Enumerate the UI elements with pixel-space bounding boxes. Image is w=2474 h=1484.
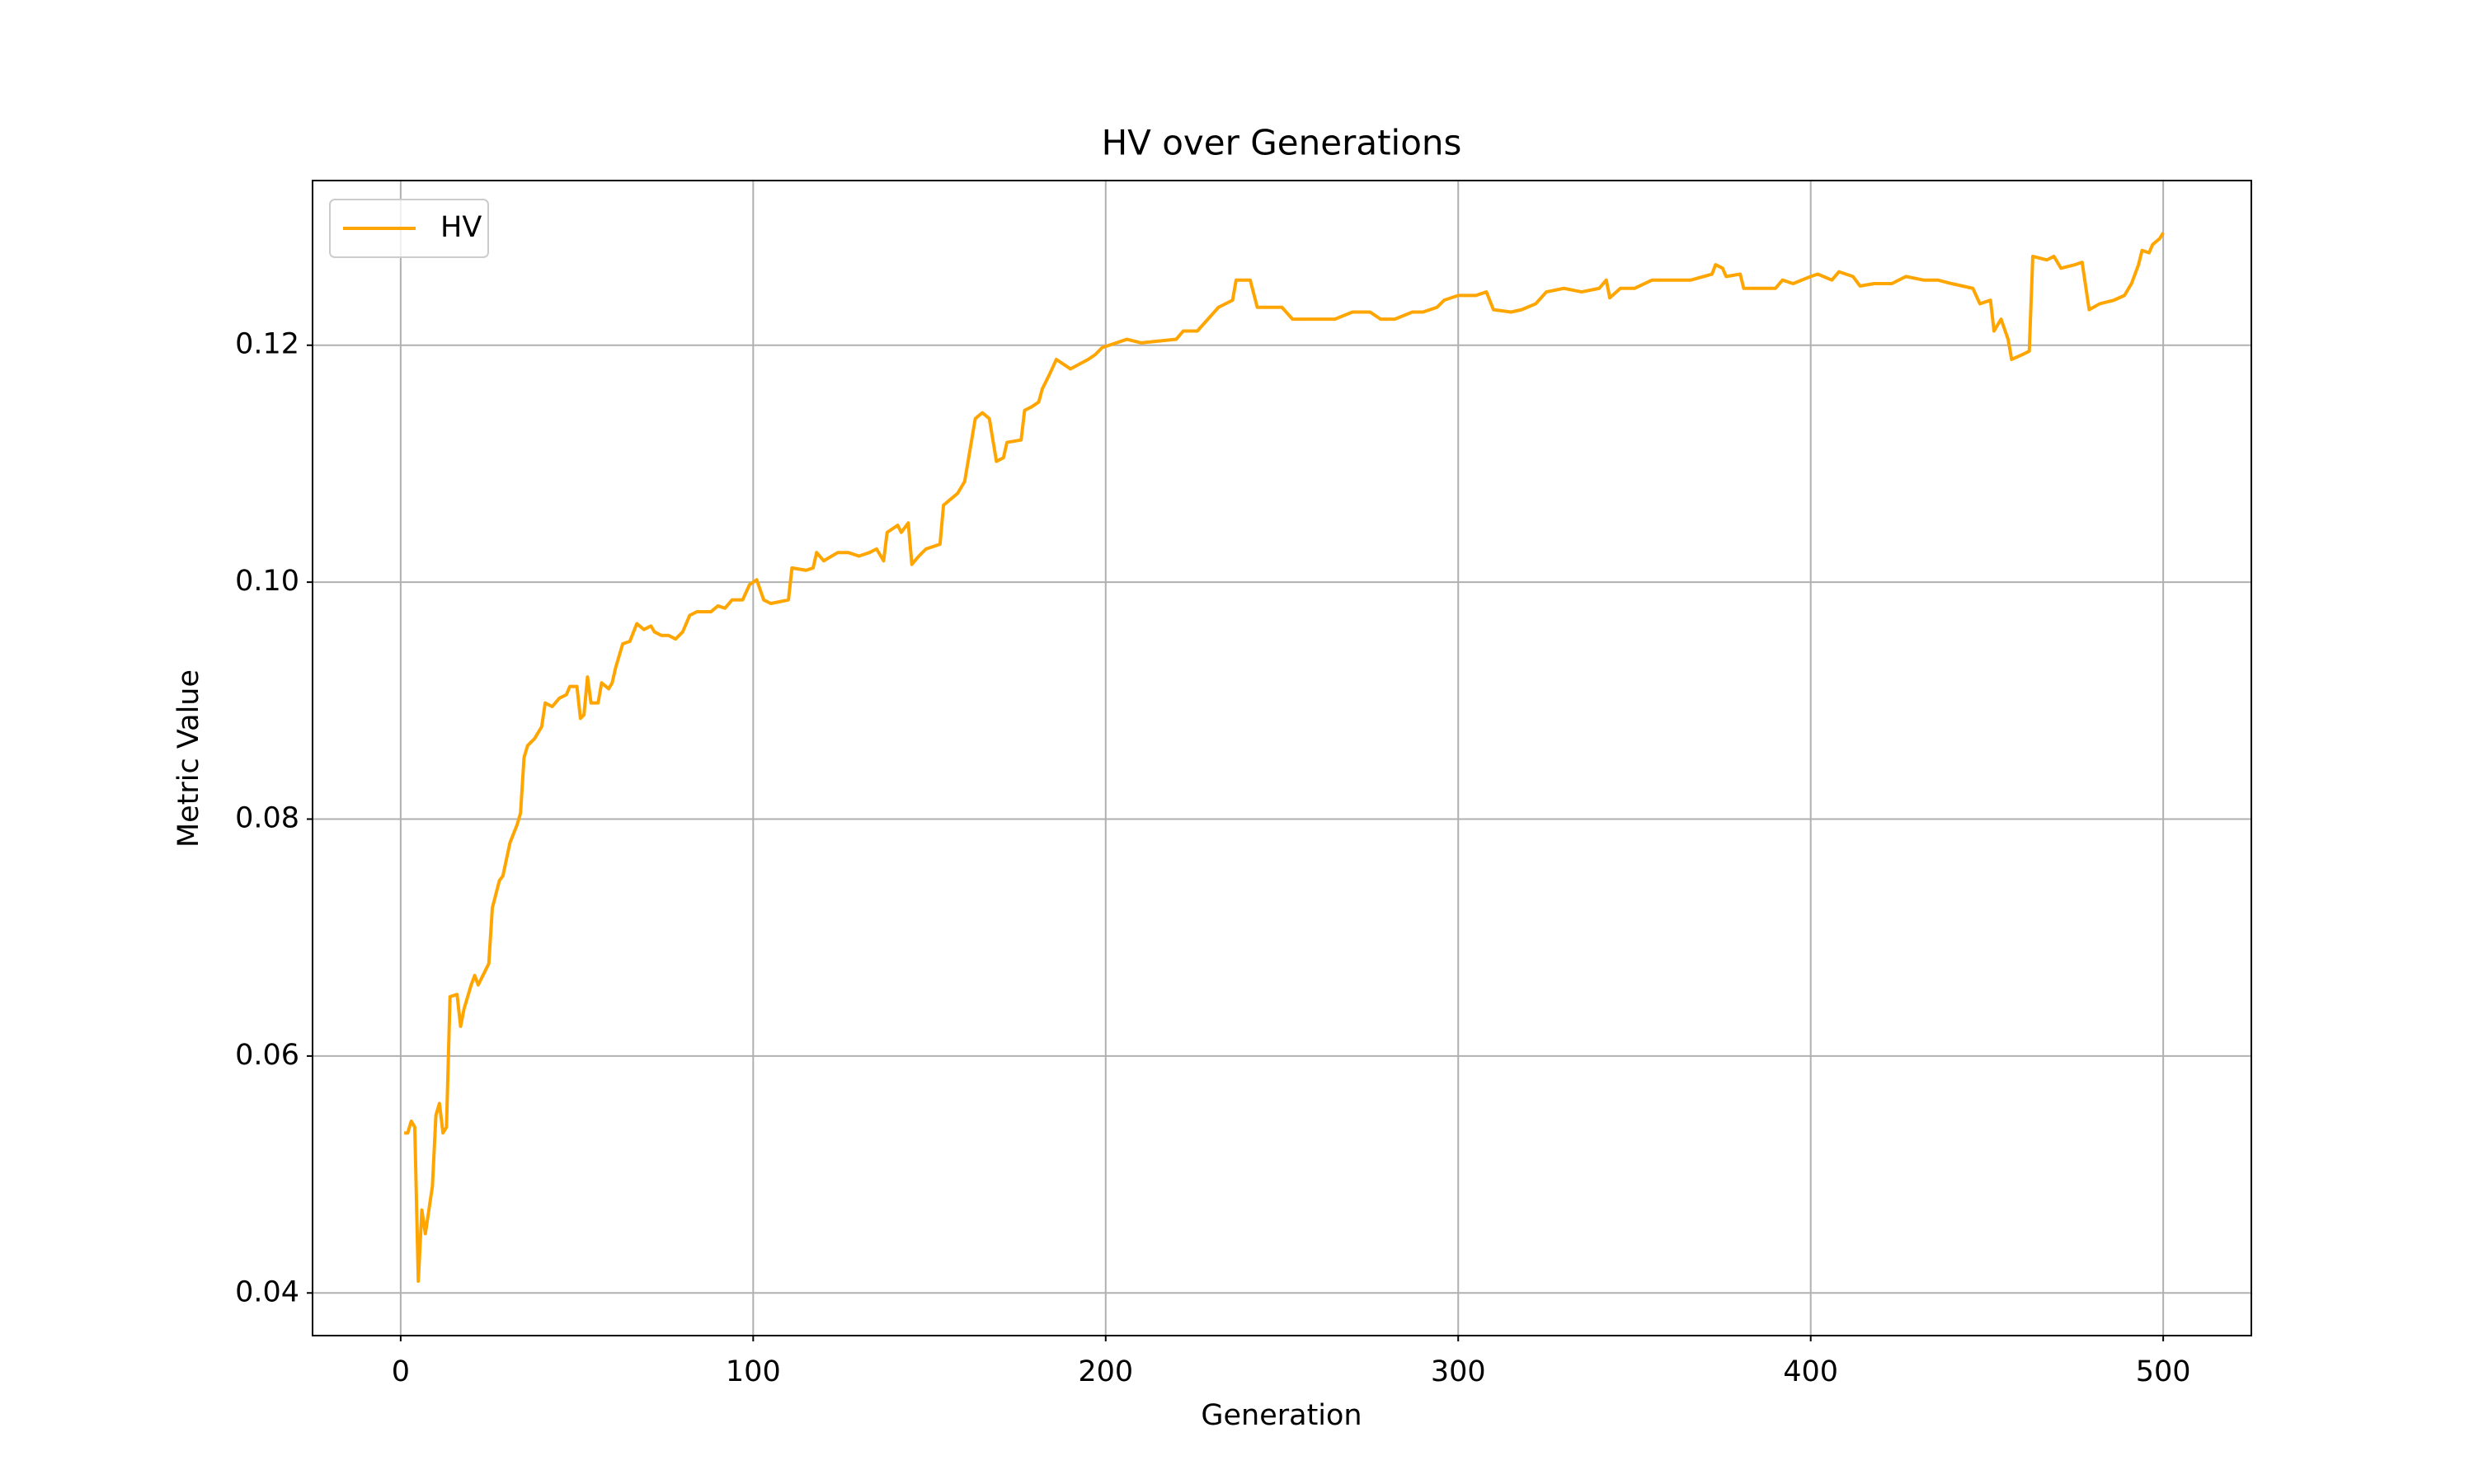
x-tick-label: 100 [726,1355,781,1388]
data-line [404,232,2165,1283]
y-tick-label: 0.10 [235,565,299,598]
y-tick-label: 0.12 [235,328,299,361]
x-tick-label: 500 [2136,1355,2191,1388]
plot-frame [312,180,2252,1336]
y-tick-label: 0.08 [235,802,299,835]
chart-title: HV over Generations [1102,123,1462,163]
y-tick-label: 0.04 [235,1275,299,1308]
x-tick-label: 400 [1783,1355,1838,1388]
x-tick-label: 200 [1078,1355,1133,1388]
y-axis-label: Metric Value [172,669,205,848]
x-tick-label: 0 [392,1355,410,1388]
y-tick-label: 0.06 [235,1039,299,1072]
x-axis-label: Generation [1201,1399,1362,1432]
legend-label: HV [440,211,482,244]
x-tick-label: 300 [1431,1355,1486,1388]
